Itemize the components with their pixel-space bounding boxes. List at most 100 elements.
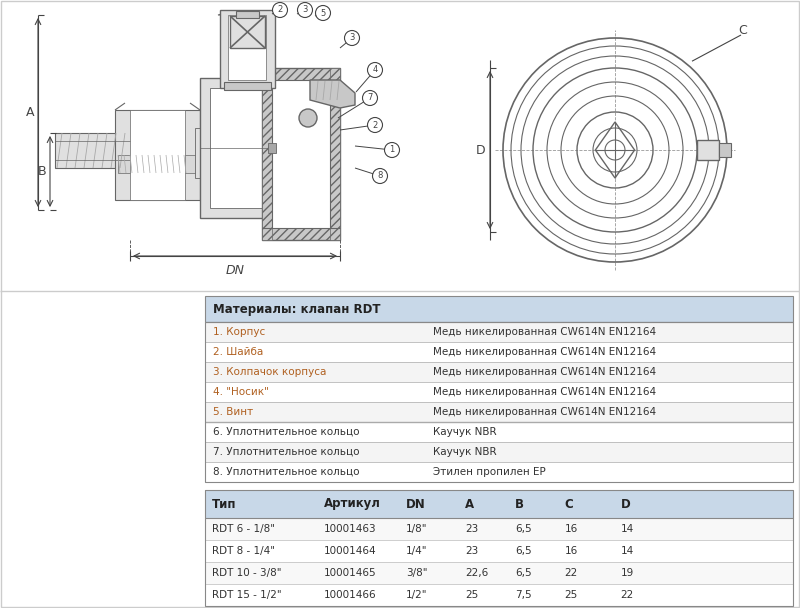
Bar [697,140,719,160]
Bar [257,15,267,80]
Bar [228,15,266,80]
Text: 1/8": 1/8" [406,524,427,534]
Text: B: B [514,497,524,511]
Text: 6,5: 6,5 [514,524,531,534]
Bar [205,442,793,462]
Text: 14: 14 [621,546,634,556]
Text: Материалы: клапан RDT: Материалы: клапан RDT [213,303,381,316]
Bar [205,518,793,540]
Bar [262,68,272,240]
Bar [719,143,731,157]
Polygon shape [218,13,277,15]
Bar [330,68,340,240]
Text: 5. Винт: 5. Винт [213,407,253,417]
Bar [238,22,257,73]
Text: RDT 10 - 3/8": RDT 10 - 3/8" [212,568,282,578]
Text: 1/2": 1/2" [406,590,427,600]
Text: 6. Уплотнительное кольцо: 6. Уплотнительное кольцо [213,427,359,437]
Text: 4: 4 [372,66,378,75]
Text: RDT 15 - 1/2": RDT 15 - 1/2" [212,590,282,600]
Text: 3: 3 [302,5,308,15]
Text: C: C [738,24,747,36]
Bar [220,10,275,88]
Text: Медь никелированная CW614N EN12164: Медь никелированная CW614N EN12164 [434,367,657,377]
Text: 8. Уплотнительное кольцо: 8. Уплотнительное кольцо [213,467,359,477]
Text: Каучук NBR: Каучук NBR [434,427,497,437]
Text: 1: 1 [390,145,394,154]
Text: 25: 25 [565,590,578,600]
Text: Каучук NBR: Каучук NBR [434,447,497,457]
Text: Медь никелированная CW614N EN12164: Медь никелированная CW614N EN12164 [434,387,657,397]
Bar [205,490,793,518]
Bar [205,584,793,606]
Text: 10001463: 10001463 [324,524,376,534]
Text: Медь никелированная CW614N EN12164: Медь никелированная CW614N EN12164 [434,347,657,357]
Text: A: A [26,106,34,119]
Circle shape [362,91,378,106]
Text: 10001464: 10001464 [324,546,376,556]
Circle shape [273,2,287,18]
Text: Медь никелированная CW614N EN12164: Медь никелированная CW614N EN12164 [434,327,657,337]
Text: 10001465: 10001465 [324,568,376,578]
Circle shape [367,117,382,133]
Text: 14: 14 [621,524,634,534]
Text: 3: 3 [350,33,354,43]
Bar [205,462,793,482]
Bar [228,15,238,80]
Text: 3/8": 3/8" [406,568,427,578]
Bar [205,362,793,382]
Bar [205,540,793,562]
Bar [272,80,330,228]
Bar [205,322,793,482]
Text: 22: 22 [565,568,578,578]
Text: 8: 8 [378,171,382,181]
Bar [210,88,265,208]
Text: 2: 2 [372,120,378,130]
Text: 1. Корпус: 1. Корпус [213,327,266,337]
Circle shape [373,168,387,184]
Text: Этилен пропилен EP: Этилен пропилен EP [434,467,546,477]
Text: 23: 23 [465,546,478,556]
Text: 23: 23 [465,524,478,534]
Text: 6,5: 6,5 [514,568,531,578]
Text: 6,5: 6,5 [514,546,531,556]
Bar [272,80,330,228]
Circle shape [298,2,313,18]
Text: Тип: Тип [212,497,237,511]
Text: 7: 7 [367,94,373,103]
Circle shape [385,142,399,157]
Text: 2. Шайба: 2. Шайба [213,347,263,357]
Circle shape [299,109,317,127]
Text: DN: DN [406,497,426,511]
Text: 7,5: 7,5 [514,590,531,600]
Text: 7. Уплотнительное кольцо: 7. Уплотнительное кольцо [213,447,359,457]
Bar [130,110,185,200]
Text: 25: 25 [465,590,478,600]
Bar [205,382,793,402]
Bar [268,143,276,153]
Text: 10001466: 10001466 [324,590,376,600]
Circle shape [367,63,382,77]
Text: Артикул: Артикул [324,497,381,511]
Text: 22: 22 [621,590,634,600]
Bar [115,110,200,200]
Bar [205,422,793,442]
Circle shape [345,30,359,46]
Text: 5: 5 [320,9,326,18]
Bar [224,82,271,90]
Text: D: D [476,143,486,156]
Text: B: B [38,165,46,178]
Text: 2: 2 [278,5,282,15]
Text: D: D [621,497,630,511]
Bar [230,16,265,48]
Bar [205,296,793,322]
Bar [236,11,259,18]
Bar [205,562,793,584]
Bar [205,402,793,422]
Text: 1/4": 1/4" [406,546,427,556]
Text: RDT 8 - 1/4": RDT 8 - 1/4" [212,546,275,556]
Text: 3. Колпачок корпуса: 3. Колпачок корпуса [213,367,326,377]
Text: 19: 19 [621,568,634,578]
Text: 16: 16 [565,524,578,534]
Text: A: A [465,497,474,511]
